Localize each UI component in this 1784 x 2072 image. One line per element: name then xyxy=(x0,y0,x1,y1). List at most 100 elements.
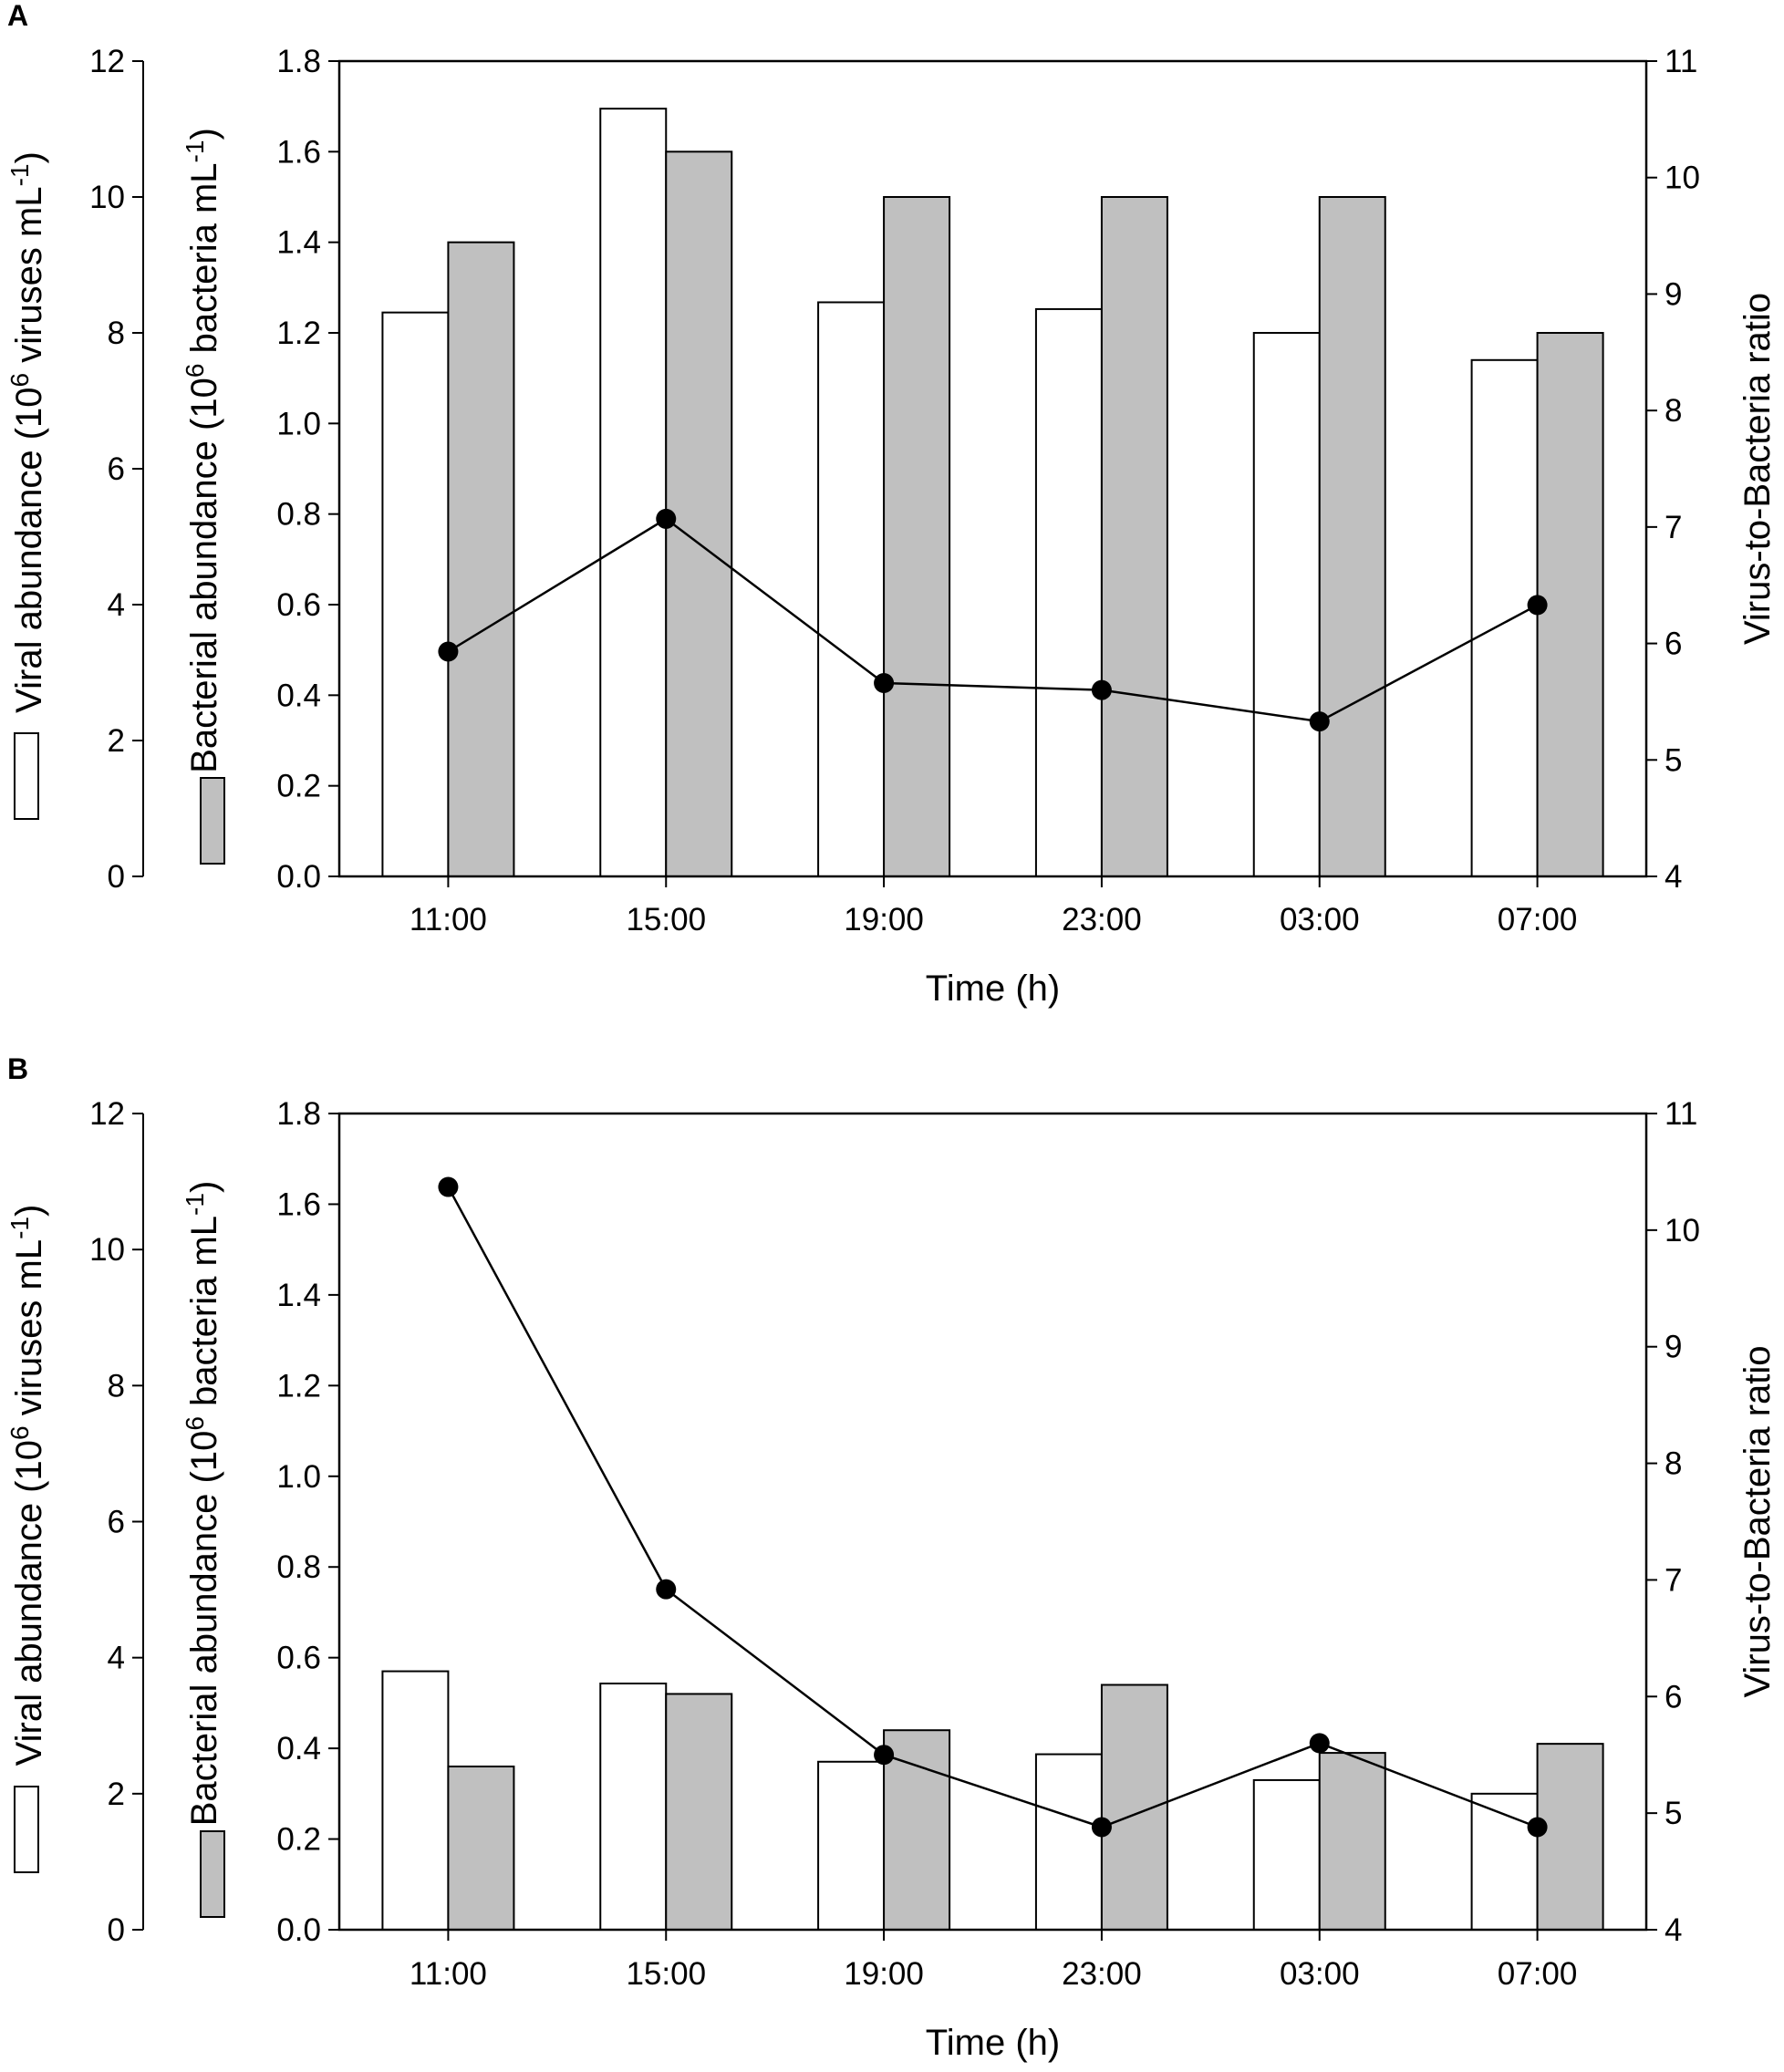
x-tick-label: 03:00 xyxy=(1280,1956,1360,1992)
ratio-tick-label: 10 xyxy=(1665,161,1700,196)
ratio-point xyxy=(1527,595,1548,616)
bacterial-tick-label: 1.8 xyxy=(276,44,321,79)
viral-bar xyxy=(599,108,668,877)
ratio-point xyxy=(656,508,677,529)
viral-tick-label: 12 xyxy=(89,44,125,79)
viral-tick-label: 4 xyxy=(108,1641,125,1676)
bacterial-bar xyxy=(883,1729,951,1931)
bacterial-tick-label: 1.2 xyxy=(276,316,321,351)
ratio-tick-label: 8 xyxy=(1665,1446,1682,1482)
panel-label-a: A xyxy=(7,0,28,32)
ratio-point xyxy=(656,1579,677,1600)
plot-frame xyxy=(337,59,1648,878)
bacterial-tick-label: 0.6 xyxy=(276,587,321,623)
ratio-line xyxy=(447,517,1539,723)
ratio-tick-label: 11 xyxy=(1665,1096,1697,1132)
viral-tick-label: 0 xyxy=(108,859,125,895)
x-tick-label: 11:00 xyxy=(410,902,487,938)
viral-legend-swatch xyxy=(14,1786,39,1873)
viral-axis-title: Viral abundance (106 viruses mL-1) xyxy=(5,151,49,713)
bacterial-axis-title: Bacterial abundance (106 bacteria mL-1) xyxy=(181,1181,224,1827)
viral-bar xyxy=(817,1760,886,1932)
bacterial-axis-title-part: 6 xyxy=(181,1416,209,1431)
ratio-point xyxy=(874,672,895,693)
bacterial-bar xyxy=(1100,1684,1168,1931)
panel-label-b: B xyxy=(7,1052,28,1085)
bacterial-tick-label: 1.0 xyxy=(276,1459,321,1495)
bacterial-tick-label: 1.8 xyxy=(276,1096,321,1132)
plot-frame xyxy=(337,1112,1648,1932)
ratio-tick-label: 11 xyxy=(1665,44,1697,79)
ratio-tick-label: 5 xyxy=(1665,1796,1682,1831)
bacterial-bar xyxy=(665,1693,733,1931)
viral-axis-title-part: viruses mL xyxy=(9,1239,49,1426)
viral-bar xyxy=(381,1670,450,1932)
viral-bar xyxy=(1470,358,1539,877)
viral-axis-title-part: viruses mL xyxy=(9,186,49,373)
bacterial-tick-label: 0.0 xyxy=(276,1912,321,1948)
ratio-tick-label: 6 xyxy=(1665,1679,1682,1715)
bacterial-axis-title-part: bacteria mL xyxy=(184,1216,224,1416)
ratio-tick-label: 7 xyxy=(1665,1562,1682,1598)
x-tick-label: 07:00 xyxy=(1498,902,1578,938)
ratio-point xyxy=(438,1176,459,1197)
viral-axis-title: Viral abundance (106 viruses mL-1) xyxy=(5,1205,49,1766)
bacterial-axis-title-part: bacteria mL xyxy=(184,162,224,363)
bacterial-legend-swatch xyxy=(200,1830,225,1918)
bacterial-legend-swatch xyxy=(200,777,225,865)
viral-tick-label: 12 xyxy=(89,1096,125,1132)
bacterial-tick-label: 0.4 xyxy=(276,678,321,713)
viral-bar xyxy=(817,301,886,878)
ratio-tick-label: 6 xyxy=(1665,627,1682,662)
ratio-tick-label: 7 xyxy=(1665,510,1682,545)
bacterial-tick-label: 1.0 xyxy=(276,406,321,441)
viral-bar xyxy=(381,311,450,877)
x-tick-label: 19:00 xyxy=(844,1956,924,1992)
ratio-axis-title: Virus-to-Bacteria ratio xyxy=(1737,293,1778,645)
bacterial-bar xyxy=(1536,332,1604,877)
bacterial-tick-label: 0.8 xyxy=(276,497,321,533)
x-tick-label: 07:00 xyxy=(1498,1956,1578,1992)
ratio-tick-label: 4 xyxy=(1665,1912,1682,1948)
ratio-tick-label: 9 xyxy=(1665,1330,1682,1365)
viral-tick-label: 4 xyxy=(108,587,125,623)
ratio-tick-label: 10 xyxy=(1665,1213,1700,1248)
viral-axis-title-part: ) xyxy=(9,151,49,163)
viral-tick-label: 2 xyxy=(108,723,125,759)
ratio-line xyxy=(447,1186,1539,1829)
ratio-point xyxy=(1309,1733,1330,1754)
viral-axis-title-part: 6 xyxy=(5,1425,34,1440)
viral-bar xyxy=(1252,1778,1321,1931)
bacterial-tick-label: 0.2 xyxy=(276,1822,321,1858)
viral-tick-label: 10 xyxy=(89,1232,125,1268)
bacterial-bar xyxy=(447,241,515,877)
x-tick-label: 23:00 xyxy=(1062,902,1142,938)
bacterial-axis-title-part: -1 xyxy=(181,140,209,163)
bacterial-tick-label: 1.2 xyxy=(276,1368,321,1404)
chart-panel-b: 11:00 15:00 19:00 23:00 03:00 07:00 Time (h) 0.… xyxy=(5,1096,1778,2063)
bacterial-tick-label: 1.6 xyxy=(276,134,321,170)
ratio-point xyxy=(438,641,459,662)
x-tick-label: 15:00 xyxy=(626,1956,706,1992)
viral-tick-label: 2 xyxy=(108,1777,125,1812)
bacterial-axis-title-part: ) xyxy=(184,128,224,140)
chart-panel-a: 11:00 15:00 19:00 23:00 03:00 07:00 Time (h) 0.… xyxy=(5,44,1778,1009)
bacterial-axis-title: Bacterial abundance (106 bacteria mL-1) xyxy=(181,128,224,773)
x-tick-label: 23:00 xyxy=(1062,1956,1142,1992)
bacterial-tick-label: 0.0 xyxy=(276,859,321,895)
bacterial-axis-title-part: Bacterial abundance (10 xyxy=(184,1431,224,1827)
ratio-point xyxy=(1309,711,1330,732)
viral-bar xyxy=(1252,332,1321,877)
bacterial-axis-title-part: -1 xyxy=(181,1193,209,1216)
ratio-point xyxy=(1527,1817,1548,1838)
viral-tick-label: 0 xyxy=(108,1912,125,1948)
bacterial-bar xyxy=(883,196,951,877)
x-tick-label: 15:00 xyxy=(626,902,706,938)
bacterial-bar xyxy=(447,1766,515,1931)
viral-tick-label: 10 xyxy=(89,180,125,215)
ratio-tick-label: 4 xyxy=(1665,859,1682,895)
bacterial-tick-label: 0.4 xyxy=(276,1731,321,1766)
bacterial-bar xyxy=(1100,196,1168,877)
ratio-axis-title: Virus-to-Bacteria ratio xyxy=(1737,1345,1778,1697)
bacterial-bar xyxy=(1318,1752,1386,1932)
